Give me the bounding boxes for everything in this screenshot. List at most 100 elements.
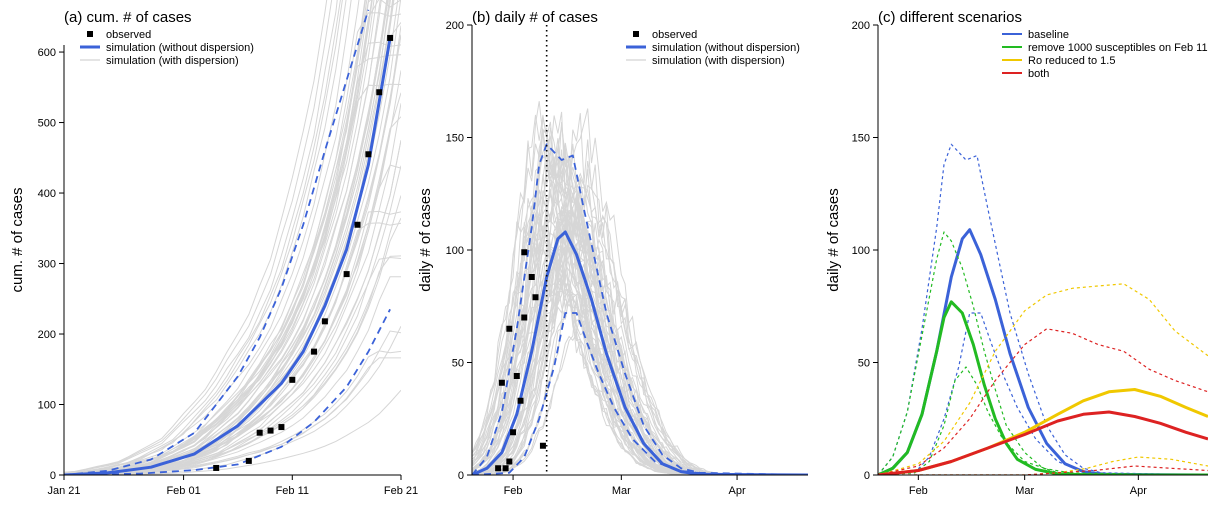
x-tick-label: Mar [612, 485, 631, 497]
series-line-lower [64, 308, 391, 475]
y-tick-label: 200 [446, 20, 464, 32]
observed-point [354, 221, 361, 228]
series-line-upper [64, 9, 370, 475]
dispersion-trace [64, 70, 401, 475]
y-tick-label: 100 [446, 245, 464, 257]
observed-point [532, 294, 539, 301]
series-line-upper [878, 328, 1208, 475]
observed-point [343, 271, 350, 278]
panel-title: (c) different scenarios [878, 9, 1022, 26]
series-line-lower [472, 312, 808, 475]
observed-point [517, 397, 524, 404]
axes: 0 50 100 150 200 Feb Mar Apr [852, 20, 1208, 497]
series-line-median [878, 300, 1208, 475]
x-tick-label: Apr [1130, 485, 1147, 497]
y-tick-label: 0 [864, 470, 870, 482]
panel-c: 0 50 100 150 200 Feb Mar Apr (c) different scen… [825, 9, 1208, 497]
legend-label: both [1028, 68, 1049, 80]
observed-point [267, 427, 274, 434]
y-tick-label: 400 [38, 188, 56, 200]
legend-label: observed [106, 29, 151, 41]
y-tick-label: 150 [446, 133, 464, 145]
series-line-upper [878, 143, 1208, 475]
series-line-upper [878, 231, 1208, 475]
y-tick-label: 200 [38, 329, 56, 341]
series-line-median [878, 228, 1208, 475]
y-tick-label: 0 [50, 470, 56, 482]
observed-point [539, 442, 546, 449]
panel-a: 0 100 200 300 400 500 600 Jan 21 Feb 01 Feb 11 Feb… [9, 0, 418, 497]
y-axis-label: daily # of cases [417, 188, 434, 291]
observed-point [321, 318, 328, 325]
x-tick-label: Feb [909, 485, 928, 497]
x-tick-label: Feb 11 [276, 485, 309, 497]
observed-point [521, 249, 528, 256]
observed-points [495, 249, 546, 472]
observed-point [289, 376, 296, 383]
legend-label: simulation (with dispersion) [106, 55, 239, 67]
legend-label: remove 1000 susceptibles on Feb 11 [1028, 42, 1208, 54]
observed-point [528, 274, 535, 280]
observed-point [245, 457, 252, 464]
series-line-median [878, 388, 1208, 475]
y-tick-label: 600 [38, 47, 56, 59]
observed-point [521, 314, 528, 321]
series-lines [64, 9, 392, 475]
observed-point [365, 151, 372, 158]
observed-point [513, 373, 520, 379]
panel-b: 0 50 100 150 200 Feb Mar Apr (b) daily # of cas… [417, 9, 808, 497]
series-line-median [878, 410, 1208, 475]
y-tick-label: 300 [38, 259, 56, 271]
series-line-median [472, 230, 808, 475]
legend-label: Ro reduced to 1.5 [1028, 55, 1115, 67]
axes: 0 50 100 150 200 Feb Mar Apr [446, 20, 808, 497]
legend-label: simulation (with dispersion) [652, 55, 785, 67]
observed-point [256, 429, 263, 436]
dispersion-trace [64, 0, 328, 473]
dispersion-trace [64, 350, 401, 475]
y-axis-label: daily # of cases [825, 188, 842, 291]
observed-point [376, 89, 383, 96]
legend-label: baseline [1028, 29, 1069, 41]
y-tick-label: 100 [38, 400, 56, 412]
observed-point [278, 424, 285, 431]
observed-point [213, 464, 220, 471]
legend-label: simulation (without dispersion) [652, 42, 800, 54]
x-tick-label: Jan 21 [47, 485, 80, 497]
legend-label: simulation (without dispersion) [106, 42, 254, 54]
observed-point [387, 34, 394, 41]
legend-symbol [87, 31, 93, 37]
dispersion-trace [64, 325, 401, 475]
series-line-lower [878, 465, 1208, 475]
x-tick-label: Apr [729, 485, 746, 497]
series-line-median [64, 37, 392, 475]
y-tick-label: 500 [38, 118, 56, 130]
panel-title: (b) daily # of cases [472, 9, 598, 26]
observed-point [510, 429, 517, 436]
axes: 0 100 200 300 400 500 600 Jan 21 Feb 01 Feb 11 Feb… [38, 45, 418, 497]
dispersion-trace [64, 0, 338, 474]
dispersion-trace [64, 0, 372, 475]
observed-point [502, 465, 509, 472]
y-tick-label: 200 [852, 20, 870, 32]
y-tick-label: 100 [852, 245, 870, 257]
dispersion-trace [64, 0, 368, 475]
panel-title: (a) cum. # of cases [64, 9, 192, 26]
x-tick-label: Feb [504, 485, 523, 497]
x-tick-label: Feb 01 [166, 485, 200, 497]
x-tick-label: Feb 21 [384, 485, 418, 497]
legend-label: observed [652, 29, 697, 41]
series-lines [878, 143, 1208, 475]
dispersion-trace [64, 0, 333, 473]
observed-points [213, 34, 394, 471]
y-tick-label: 50 [858, 358, 870, 370]
observed-point [506, 325, 513, 332]
observed-point [495, 465, 502, 472]
series-lines [472, 143, 808, 475]
y-tick-label: 0 [458, 470, 464, 482]
dispersion-trace [472, 175, 808, 475]
